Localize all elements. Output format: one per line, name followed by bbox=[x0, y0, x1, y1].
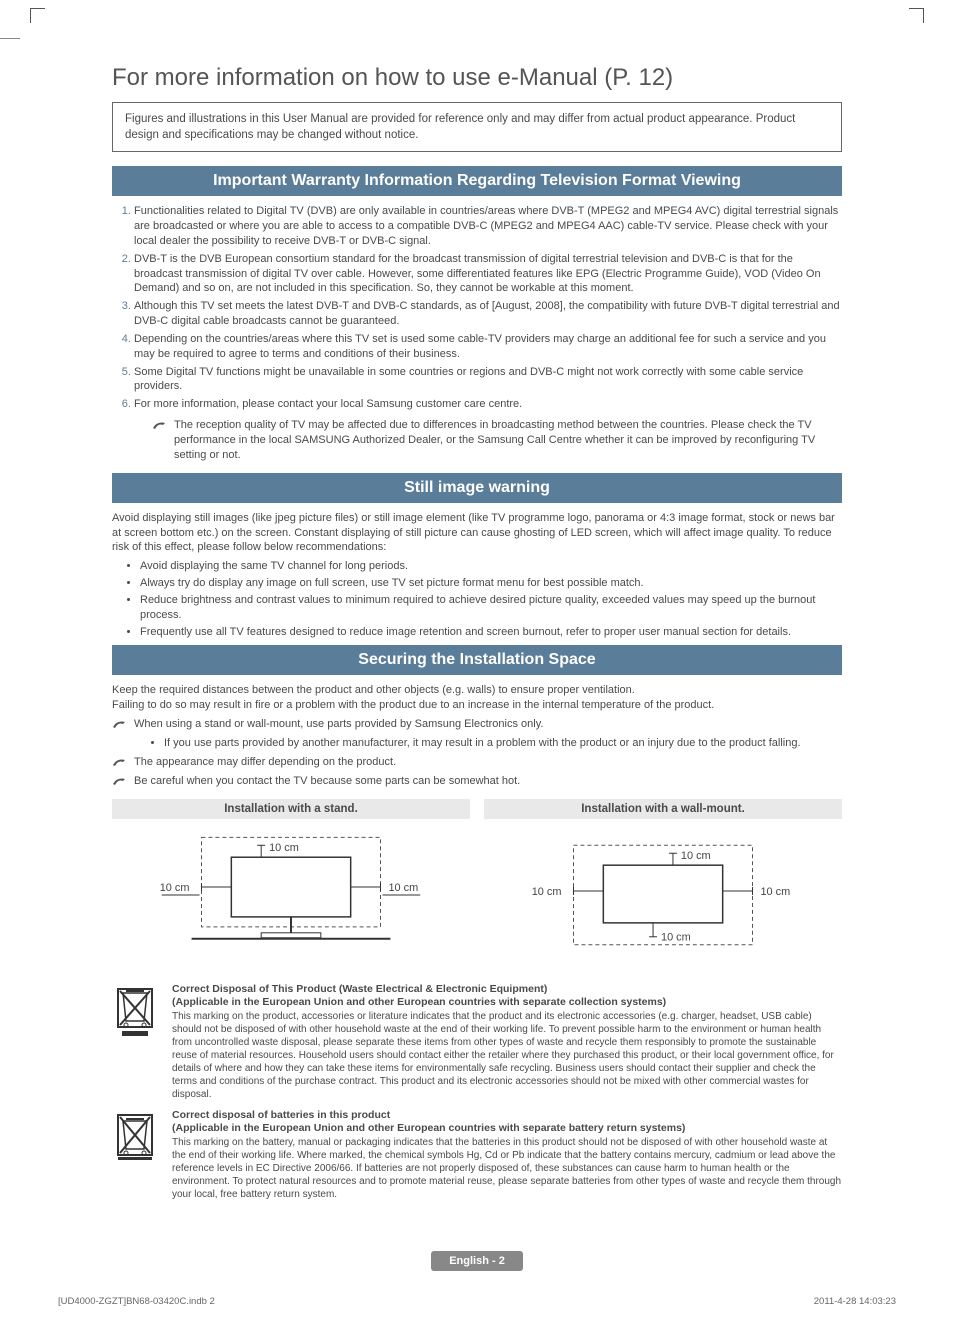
note-icon bbox=[112, 755, 126, 768]
page-number: English - 2 bbox=[0, 1251, 954, 1271]
install-stand: Installation with a stand. 10 cm bbox=[112, 799, 470, 967]
disposal-title: Correct Disposal of This Product (Waste … bbox=[172, 983, 842, 997]
disposal-subtitle: (Applicable in the European Union and ot… bbox=[172, 1122, 842, 1136]
list-item: DVB-T is the DVB European consortium sta… bbox=[134, 252, 842, 297]
disposal-battery-text: Correct disposal of batteries in this pr… bbox=[172, 1109, 842, 1201]
note-icon bbox=[152, 418, 166, 431]
secure-lead1: Keep the required distances between the … bbox=[112, 683, 842, 698]
installation-diagrams: Installation with a stand. 10 cm bbox=[112, 799, 842, 967]
dim-label: 10 cm bbox=[681, 850, 711, 862]
intro-text: Figures and illustrations in this User M… bbox=[125, 113, 795, 141]
disposal-title: Correct disposal of batteries in this pr… bbox=[172, 1109, 842, 1123]
disposal-body: This marking on the product, accessories… bbox=[172, 1010, 842, 1101]
list-item: Frequently use all TV features designed … bbox=[140, 625, 842, 640]
secure-note1: When using a stand or wall-mount, use pa… bbox=[112, 717, 842, 732]
section-bar-secure: Securing the Installation Space bbox=[112, 645, 842, 675]
install-stand-title: Installation with a stand. bbox=[112, 799, 470, 819]
list-item: Depending on the countries/areas where t… bbox=[134, 332, 842, 362]
dim-label: 10 cm bbox=[661, 931, 691, 943]
warranty-list: Functionalities related to Digital TV (D… bbox=[112, 204, 842, 412]
warranty-body: Functionalities related to Digital TV (D… bbox=[112, 204, 842, 463]
install-wall: Installation with a wall-mount. 10 cm 10… bbox=[484, 799, 842, 967]
list-item: For more information, please contact you… bbox=[134, 397, 842, 412]
footer-left: [UD4000-ZGZT]BN68-03420C.indb 2 bbox=[58, 1296, 215, 1307]
crop-mark-tl bbox=[30, 8, 45, 23]
list-item: Avoid displaying the same TV channel for… bbox=[140, 559, 842, 574]
list-item: Always try do display any image on full … bbox=[140, 576, 842, 591]
list-item: Reduce brightness and contrast values to… bbox=[140, 593, 842, 623]
note-text: The appearance may differ depending on t… bbox=[134, 755, 842, 770]
disposal-product-text: Correct Disposal of This Product (Waste … bbox=[172, 983, 842, 1101]
wall-diagram: 10 cm 10 cm 10 cm 10 cm bbox=[484, 827, 842, 967]
secure-note2: The appearance may differ depending on t… bbox=[112, 755, 842, 770]
note-icon bbox=[112, 717, 126, 730]
still-body: Avoid displaying still images (like jpeg… bbox=[112, 511, 842, 640]
still-bullets: Avoid displaying the same TV channel for… bbox=[112, 559, 842, 639]
install-wall-title: Installation with a wall-mount. bbox=[484, 799, 842, 819]
note-icon bbox=[112, 774, 126, 787]
section-bar-warranty: Important Warranty Information Regarding… bbox=[112, 166, 842, 196]
disposal-subtitle: (Applicable in the European Union and ot… bbox=[172, 996, 842, 1010]
dim-label: 10 cm bbox=[269, 842, 299, 854]
list-item: Some Digital TV functions might be unava… bbox=[134, 365, 842, 395]
list-item: If you use parts provided by another man… bbox=[164, 736, 842, 751]
dim-label: 10 cm bbox=[760, 886, 790, 898]
secure-sub-bullets: If you use parts provided by another man… bbox=[140, 736, 842, 751]
still-lead: Avoid displaying still images (like jpeg… bbox=[112, 511, 842, 556]
footer: [UD4000-ZGZT]BN68-03420C.indb 2 2011-4-2… bbox=[58, 1296, 896, 1307]
warranty-note: The reception quality of TV may be affec… bbox=[152, 418, 842, 463]
weee-icon bbox=[112, 983, 158, 1101]
list-item: Functionalities related to Digital TV (D… bbox=[134, 204, 842, 249]
dim-label: 10 cm bbox=[160, 882, 190, 894]
secure-body: Keep the required distances between the … bbox=[112, 683, 842, 788]
note-text: Be careful when you contact the TV becau… bbox=[134, 774, 842, 789]
disposal-product: Correct Disposal of This Product (Waste … bbox=[112, 983, 842, 1101]
disposal-battery: Correct disposal of batteries in this pr… bbox=[112, 1109, 842, 1201]
dim-label: 10 cm bbox=[532, 886, 562, 898]
battery-disposal-icon bbox=[112, 1109, 158, 1201]
note-text: When using a stand or wall-mount, use pa… bbox=[134, 717, 842, 732]
stand-diagram: 10 cm 10 cm 10 cm bbox=[112, 827, 470, 967]
crop-mark-tr bbox=[909, 8, 924, 23]
footer-right: 2011-4-28 14:03:23 bbox=[814, 1296, 896, 1307]
secure-lead2: Failing to do so may result in fire or a… bbox=[112, 698, 842, 713]
manual-page: For more information on how to use e-Man… bbox=[0, 0, 954, 1321]
dim-label: 10 cm bbox=[388, 882, 418, 894]
page-title: For more information on how to use e-Man… bbox=[58, 64, 896, 92]
secure-note3: Be careful when you contact the TV becau… bbox=[112, 774, 842, 789]
note-text: The reception quality of TV may be affec… bbox=[174, 418, 842, 463]
page-number-label: English - 2 bbox=[431, 1251, 523, 1271]
intro-box: Figures and illustrations in this User M… bbox=[112, 102, 842, 152]
disposal-body: This marking on the battery, manual or p… bbox=[172, 1136, 842, 1201]
side-tick bbox=[0, 38, 20, 39]
list-item: Although this TV set meets the latest DV… bbox=[134, 299, 842, 329]
section-bar-still: Still image warning bbox=[112, 473, 842, 503]
